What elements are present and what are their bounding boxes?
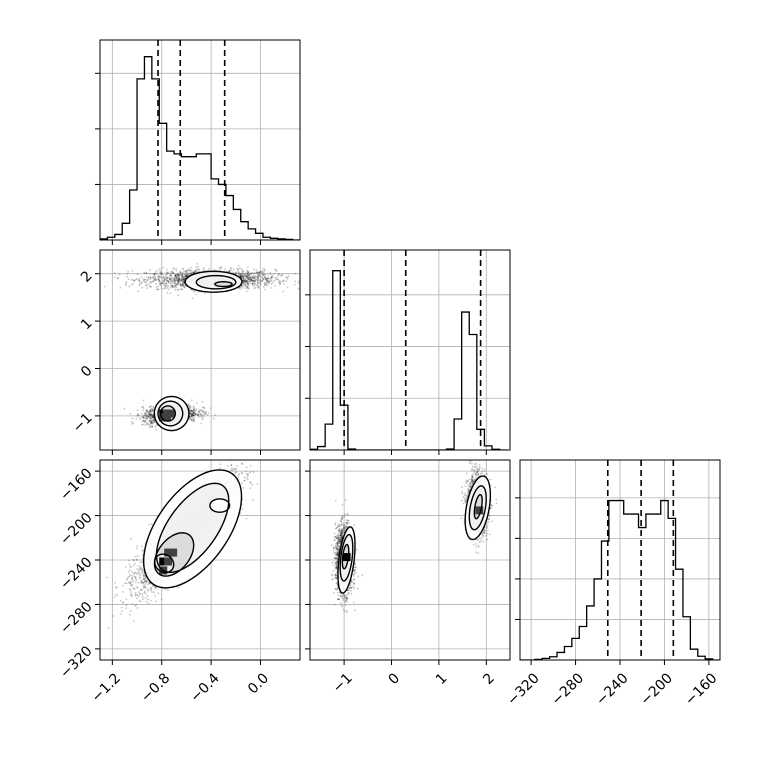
contour-line-1-2-3 bbox=[464, 475, 492, 541]
contour-line-1-2-2 bbox=[341, 543, 350, 570]
xtick-label-p2-4: −160 bbox=[682, 670, 721, 709]
xtick-label-p2-1: −280 bbox=[549, 670, 588, 709]
contour-line-0-1-1 bbox=[195, 274, 237, 290]
density-cell-0-1-4 bbox=[162, 413, 171, 422]
ytick-label-p2-3: −200 bbox=[57, 510, 96, 549]
contour-line-0-2-2 bbox=[153, 532, 195, 577]
contour-line-0-2-1 bbox=[155, 482, 230, 573]
grid-hist-2 bbox=[520, 460, 720, 660]
grid-hist-0 bbox=[100, 40, 300, 240]
xtick-label-p1-0: −1 bbox=[330, 670, 356, 696]
ytick-label-p2-0: −320 bbox=[57, 643, 96, 682]
panel-frame-hist-0 bbox=[99, 39, 301, 241]
density-cell-1-2-0 bbox=[342, 553, 351, 562]
histogram-1 bbox=[310, 250, 508, 450]
ytick-label-p1-2: 1 bbox=[78, 315, 96, 333]
histogram-step-1 bbox=[310, 270, 508, 450]
xtick-label-p2-2: −240 bbox=[593, 670, 632, 709]
density-cell-0-2-4 bbox=[169, 548, 178, 557]
xtick-label-p0-2: −0.4 bbox=[187, 670, 222, 705]
ytick-label-p2-2: −240 bbox=[57, 554, 96, 593]
histogram-2 bbox=[520, 460, 720, 660]
ytick-label-p2-4: −160 bbox=[57, 465, 96, 504]
xtick-label-p1-2: 1 bbox=[433, 670, 451, 688]
xtick-label-p1-3: 2 bbox=[480, 670, 498, 688]
density-cell-0-2-0 bbox=[159, 557, 168, 566]
contour-line-0-2-4 bbox=[153, 553, 175, 574]
scatter-density-0-1 bbox=[100, 263, 300, 432]
contour-line-0-2-3 bbox=[209, 498, 231, 513]
density-cell-0-2-1 bbox=[164, 557, 173, 566]
density-cell-0-2-3 bbox=[164, 548, 173, 557]
contour-line-0-1-4 bbox=[157, 400, 184, 427]
xtick-label-p0-3: 0.0 bbox=[245, 670, 272, 697]
panel-frame-hist-1 bbox=[309, 249, 511, 451]
contour-line-1-2-0 bbox=[337, 526, 356, 594]
ytick-label-p1-3: 2 bbox=[78, 268, 96, 286]
density-cell-1-2-1 bbox=[475, 506, 484, 515]
contour-line-0-2-0 bbox=[142, 469, 243, 589]
panel-frame-pair-0-1 bbox=[99, 249, 301, 451]
ytick-label-p2-1: −280 bbox=[57, 599, 96, 638]
histogram-0 bbox=[100, 40, 300, 240]
scatter-density-0-2 bbox=[106, 460, 259, 630]
xtick-label-p1-1: 0 bbox=[386, 670, 404, 688]
contour-line-0-1-3 bbox=[153, 395, 190, 432]
contour-line-0-1-0 bbox=[184, 270, 243, 293]
xtick-label-p2-3: −200 bbox=[638, 670, 677, 709]
grid-pair-1-2 bbox=[310, 460, 510, 660]
xtick-label-p0-0: −1.2 bbox=[89, 670, 124, 705]
xtick-label-p0-1: −0.8 bbox=[138, 670, 173, 705]
contour-line-1-2-5 bbox=[473, 493, 483, 520]
ytick-label-p1-1: 0 bbox=[78, 363, 96, 381]
contour-line-1-2-4 bbox=[468, 485, 487, 531]
histogram-step-0 bbox=[100, 56, 300, 240]
contour-line-0-1-2 bbox=[214, 281, 233, 288]
scatter-density-1-2 bbox=[330, 460, 498, 613]
contour-line-0-1-5 bbox=[159, 405, 177, 422]
contour-fill-0-2-3 bbox=[209, 498, 230, 513]
xtick-label-p2-0: −320 bbox=[504, 670, 543, 709]
histogram-step-2 bbox=[520, 499, 720, 660]
contour-line-1-2-1 bbox=[339, 533, 354, 582]
ytick-label-p1-0: −1 bbox=[70, 410, 96, 436]
contour-fill-0-1-2 bbox=[214, 281, 233, 287]
